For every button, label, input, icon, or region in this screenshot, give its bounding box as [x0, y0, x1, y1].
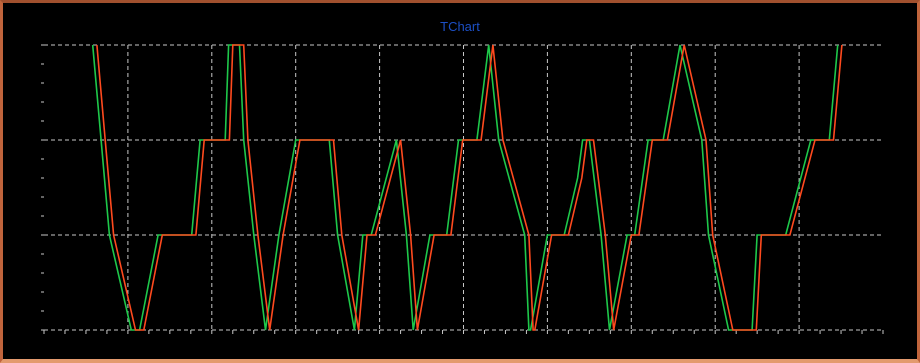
axis-layer [41, 44, 884, 334]
chart-title: TChart [440, 19, 480, 34]
series-line-1 [91, 44, 839, 331]
series-line-2 [96, 44, 843, 331]
grid-layer [44, 44, 883, 330]
series-layer [91, 44, 843, 331]
